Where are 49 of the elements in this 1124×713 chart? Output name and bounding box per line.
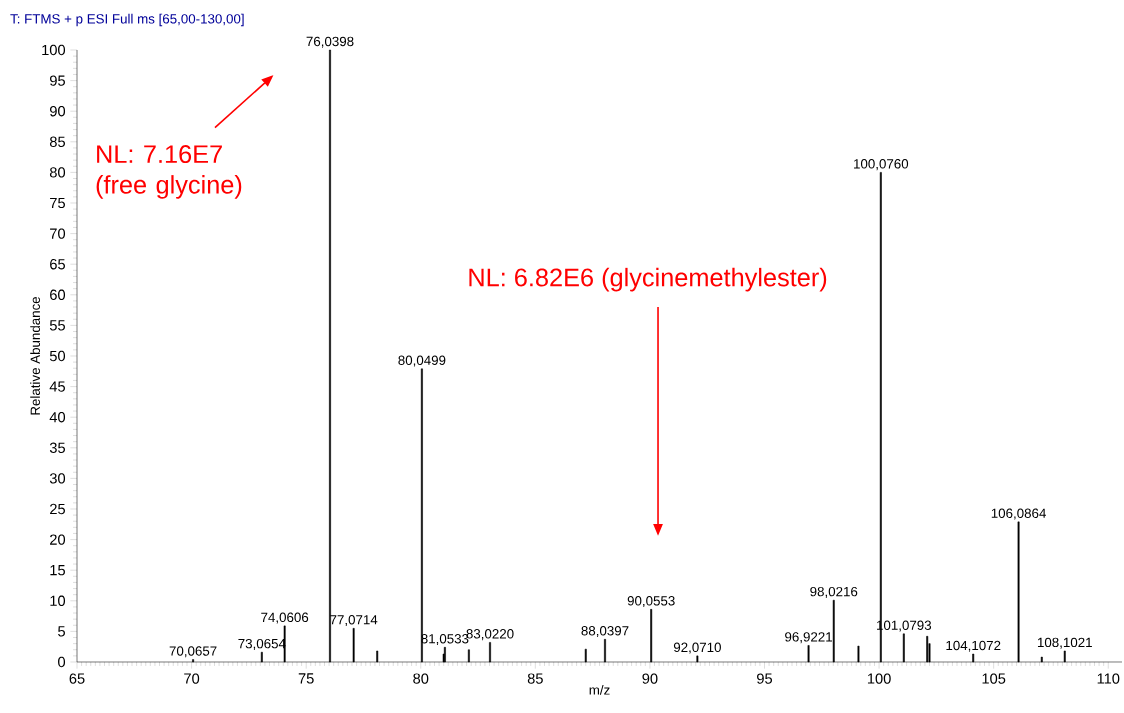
data-label: 74,0606 [261, 612, 309, 624]
y-tick-label: 0 [58, 656, 66, 668]
y-tick-label: 100 [42, 44, 66, 56]
y-axis-title: Relative Abundance [30, 296, 40, 415]
data-label: 70,0657 [169, 646, 217, 658]
data-label: 96,9221 [785, 632, 832, 644]
y-tick-label: 90 [50, 106, 66, 117]
data-label: 76,0398 [306, 36, 354, 48]
y-tick-label: 20 [50, 534, 66, 545]
y-tick-label: 70 [50, 228, 66, 239]
x-tick-label: 90 [642, 673, 658, 684]
y-tick-label: 60 [50, 289, 66, 300]
data-label: 108,1021 [1037, 637, 1092, 649]
x-tick-label: 80 [413, 673, 429, 684]
data-label: 88,0397 [581, 626, 629, 638]
y-tick-label: 35 [49, 442, 65, 453]
data-label: 100,0760 [854, 159, 909, 171]
x-tick-label: 85 [527, 673, 543, 684]
x-tick-label: 110 [1097, 673, 1120, 684]
y-tick-label: 25 [50, 503, 65, 515]
data-label: 80,0499 [398, 355, 446, 367]
data-label: 104,1072 [946, 640, 1001, 652]
x-tick-label: 70 [184, 673, 200, 684]
x-tick-label: 105 [982, 673, 1006, 684]
y-tick-label: 50 [49, 350, 66, 362]
x-tick-label: 75 [298, 673, 314, 684]
x-tick-label: 95 [757, 673, 773, 684]
y-tick-label: 95 [50, 75, 65, 86]
annotation: NL: 7.16E7 (free glycine) [96, 145, 242, 199]
y-tick-label: 80 [49, 167, 66, 178]
y-tick-label: 40 [49, 412, 66, 423]
y-tick-label: 55 [49, 320, 65, 331]
y-tick-label: 5 [58, 626, 65, 637]
annotation: NL: 6.82E6 (glycinemethylester) [469, 267, 827, 292]
y-tick-label: 30 [49, 473, 66, 484]
y-tick-label: 65 [50, 259, 65, 270]
y-tick-label: 10 [50, 595, 66, 606]
x-tick-label: 65 [69, 673, 85, 684]
y-tick-label: 15 [50, 565, 65, 576]
y-tick-label: 75 [50, 197, 65, 209]
data-label: 92,0710 [673, 642, 721, 654]
data-label: 98,0216 [810, 586, 858, 598]
chart-title: T: FTMS + p ESI Full ms [65,00-130,00] [10, 13, 244, 27]
y-tick-label: 85 [49, 136, 65, 147]
y-tick-label: 45 [49, 381, 65, 392]
data-label: 90,0553 [627, 596, 675, 608]
x-axis-title: m/z [589, 684, 610, 695]
data-label: 106,0864 [991, 508, 1046, 520]
x-tick-label: 100 [867, 673, 891, 684]
